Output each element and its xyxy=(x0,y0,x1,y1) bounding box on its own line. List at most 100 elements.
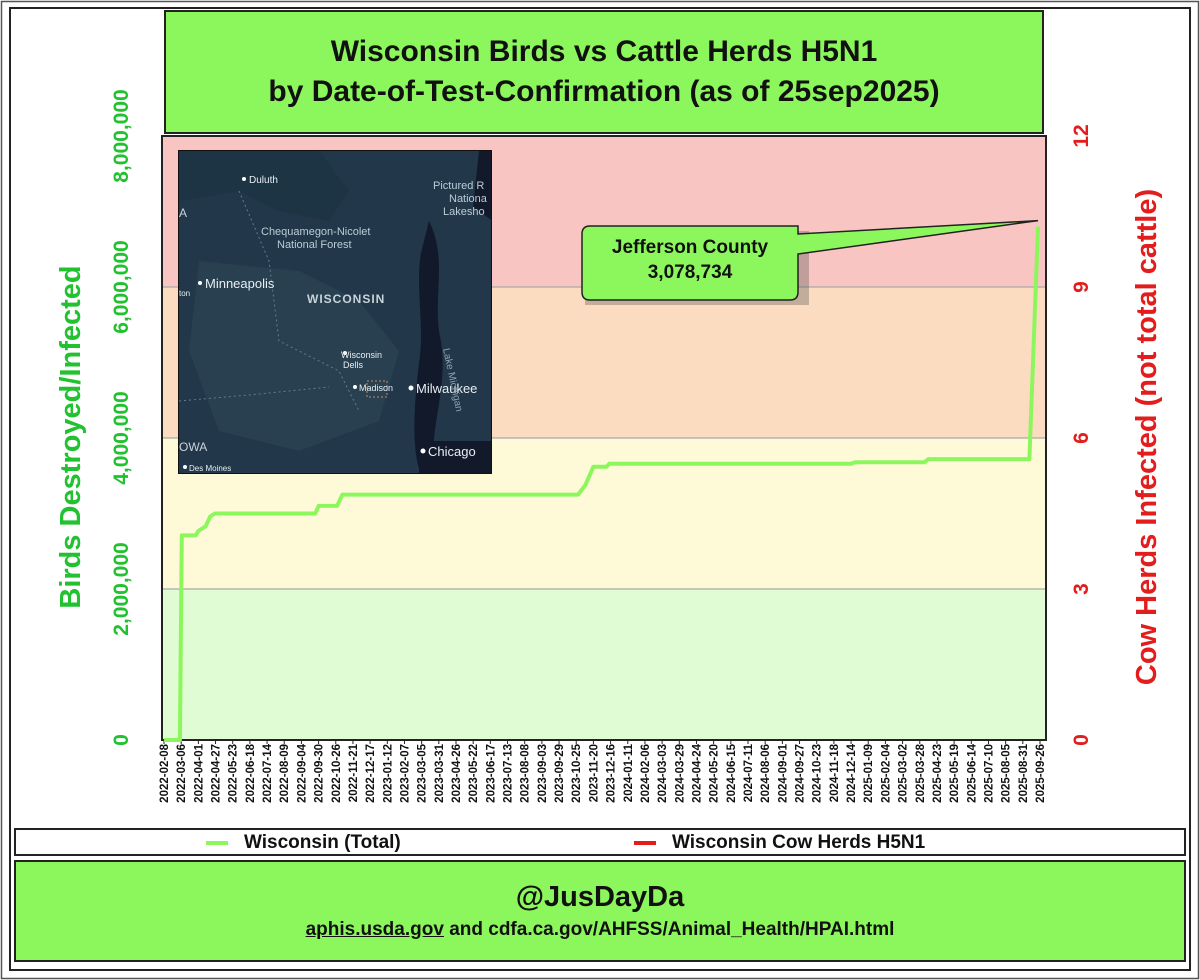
map-label-pictured-rocks: Pictured R xyxy=(433,180,484,192)
x-tick-label: 2023-12-16 xyxy=(606,744,618,803)
x-tick-label: 2025-03-28 xyxy=(915,743,927,802)
x-tick-label: 2023-01-12 xyxy=(382,744,394,803)
author-handle: @JusDayDa xyxy=(515,881,685,913)
x-tick-label: 2023-05-22 xyxy=(468,744,480,803)
x-tick-label: 2025-01-09 xyxy=(863,744,875,803)
legend-item-wisconsin-total: Wisconsin (Total) xyxy=(206,832,401,854)
x-tick-label: 2022-10-26 xyxy=(331,744,343,803)
x-tick-label: 2022-05-23 xyxy=(228,744,240,803)
x-tick-label: 2023-03-31 xyxy=(434,743,446,802)
y-left-tick-label: 4,000,000 xyxy=(110,391,133,484)
source-link-aphis[interactable]: aphis.usda.gov xyxy=(305,919,444,940)
source-line: aphis.usda.gov and cdfa.ca.gov/AHFSS/Ani… xyxy=(306,916,895,944)
legend-item-cow-herds: Wisconsin Cow Herds H5N1 xyxy=(634,832,925,854)
map-label-chicago: Chicago xyxy=(428,444,476,459)
x-tick-label: 2025-08-05 xyxy=(1001,743,1013,802)
y-right-tick-label: 12 xyxy=(1070,124,1093,147)
y-left-tick-label: 0 xyxy=(110,734,133,746)
map-label-owa: OWA xyxy=(179,440,207,454)
x-tick-label: 2024-09-01 xyxy=(777,743,789,802)
x-tick-label: 2025-05-19 xyxy=(949,744,961,803)
x-tick-label: 2024-10-23 xyxy=(812,744,824,803)
wisconsin-map-inset: Duluth Pictured R Nationa Lakesho Chequa… xyxy=(178,150,492,474)
x-tick-label: 2023-07-13 xyxy=(503,744,515,803)
x-tick-label: 2024-09-27 xyxy=(795,744,807,803)
x-tick-label: 2025-06-14 xyxy=(966,743,978,802)
x-tick-label: 2024-12-14 xyxy=(846,743,858,802)
x-tick-label: 2022-09-30 xyxy=(314,744,326,803)
credits-footer: @JusDayDa aphis.usda.gov and cdfa.ca.gov… xyxy=(14,860,1186,962)
chart-title-box: Wisconsin Birds vs Cattle Herds H5N1 by … xyxy=(164,10,1044,134)
y-right-tick-label: 3 xyxy=(1070,583,1093,595)
chart-title: Wisconsin Birds vs Cattle Herds H5N1 xyxy=(330,35,878,68)
x-tick-label: 2023-09-29 xyxy=(554,744,566,803)
x-tick-label: 2024-02-06 xyxy=(640,744,652,803)
map-label-wisconsin-dells-2: Dells xyxy=(343,360,364,370)
x-tick-label: 2023-06-17 xyxy=(485,744,497,803)
map-label-milwaukee: Milwaukee xyxy=(416,381,477,396)
map-label-ton: ton xyxy=(179,289,190,298)
x-tick-label: 2024-03-03 xyxy=(657,744,669,803)
y-left-tick-label: 2,000,000 xyxy=(110,542,133,635)
x-tick-label: 2024-08-06 xyxy=(760,744,772,803)
source-text: and cdfa.ca.gov/AHFSS/Animal_Health/HPAI… xyxy=(449,919,895,940)
x-tick-label: 2022-08-09 xyxy=(279,744,291,803)
x-tick-label: 2022-02-08 xyxy=(159,743,171,802)
chart-subtitle: by Date-of-Test-Confirmation (as of 25se… xyxy=(268,75,940,108)
x-tick-label: 2024-11-18 xyxy=(829,743,841,802)
plot-area-border xyxy=(161,135,1047,741)
x-tick-label: 2023-08-08 xyxy=(520,743,532,802)
x-tick-label: 2022-03-06 xyxy=(176,744,188,803)
legend-swatch-green xyxy=(206,841,228,845)
map-label-chequamegon: Chequamegon-Nicolet xyxy=(261,226,370,238)
annotation-line-1: Jefferson County xyxy=(612,237,769,258)
annotation-line-2: 3,078,734 xyxy=(648,262,733,283)
x-tick-label: 2025-07-10 xyxy=(983,744,995,803)
legend-label-cow-herds: Wisconsin Cow Herds H5N1 xyxy=(672,832,926,853)
x-tick-label: 2023-09-03 xyxy=(537,744,549,803)
y-left-tick-label: 6,000,000 xyxy=(110,240,133,333)
legend-swatch-red xyxy=(634,841,656,845)
x-tick-label: 2025-08-31 xyxy=(1018,743,1030,802)
x-tick-label: 2024-01-11 xyxy=(623,743,635,802)
x-tick-label: 2024-04-24 xyxy=(691,743,703,802)
annotation-callout-0 xyxy=(581,219,1039,301)
chart-legend: Wisconsin (Total) Wisconsin Cow Herds H5… xyxy=(14,828,1186,856)
map-label-wisconsin: WISCONSIN xyxy=(307,292,385,306)
map-label-national-forest: National Forest xyxy=(277,239,352,251)
x-tick-label: 2022-12-17 xyxy=(365,744,377,803)
x-tick-label: 2022-06-18 xyxy=(245,743,257,802)
x-tick-label: 2022-09-04 xyxy=(296,743,308,802)
y-axis-right-label: Cow Herds Infected (not total cattle) xyxy=(1131,189,1163,685)
map-label-wisconsin-dells-1: Wisconsin xyxy=(341,350,382,360)
x-tick-label: 2024-05-20 xyxy=(709,744,721,803)
background-band-0 xyxy=(162,589,1046,740)
map-label-des-moines: Des Moines xyxy=(189,464,231,473)
series-line-0 xyxy=(164,226,1040,742)
map-label-a: A xyxy=(179,206,187,220)
x-tick-label: 2022-11-21 xyxy=(348,743,360,802)
x-tick-label: 2024-03-29 xyxy=(674,744,686,803)
x-tick-label: 2023-10-25 xyxy=(571,743,583,802)
x-tick-label: 2023-11-20 xyxy=(588,744,600,802)
x-tick-label: 2022-04-01 xyxy=(193,743,205,802)
map-label-duluth: Duluth xyxy=(249,175,278,186)
x-tick-label: 2025-09-26 xyxy=(1035,744,1047,803)
y-right-tick-label: 0 xyxy=(1070,734,1093,746)
x-tick-label: 2024-06-15 xyxy=(726,743,738,802)
x-tick-label: 2022-04-27 xyxy=(211,744,223,803)
x-tick-label: 2022-07-14 xyxy=(262,743,274,802)
x-tick-label: 2023-04-26 xyxy=(451,744,463,803)
x-tick-label: 2025-03-02 xyxy=(898,744,910,803)
y-axis-left-label: Birds Destroyed/Infected xyxy=(55,265,87,608)
x-tick-label: 2023-03-05 xyxy=(417,743,429,802)
y-right-tick-label: 6 xyxy=(1070,432,1093,444)
map-label-madison: Madison xyxy=(359,383,393,393)
map-label-nationa: Nationa xyxy=(449,193,488,205)
x-tick-label: 2024-07-11 xyxy=(743,743,755,802)
map-label-minneapolis: Minneapolis xyxy=(205,276,275,291)
y-right-tick-label: 9 xyxy=(1070,281,1093,293)
x-tick-label: 2025-04-23 xyxy=(932,744,944,803)
map-graphic: Duluth Pictured R Nationa Lakesho Chequa… xyxy=(179,151,491,473)
